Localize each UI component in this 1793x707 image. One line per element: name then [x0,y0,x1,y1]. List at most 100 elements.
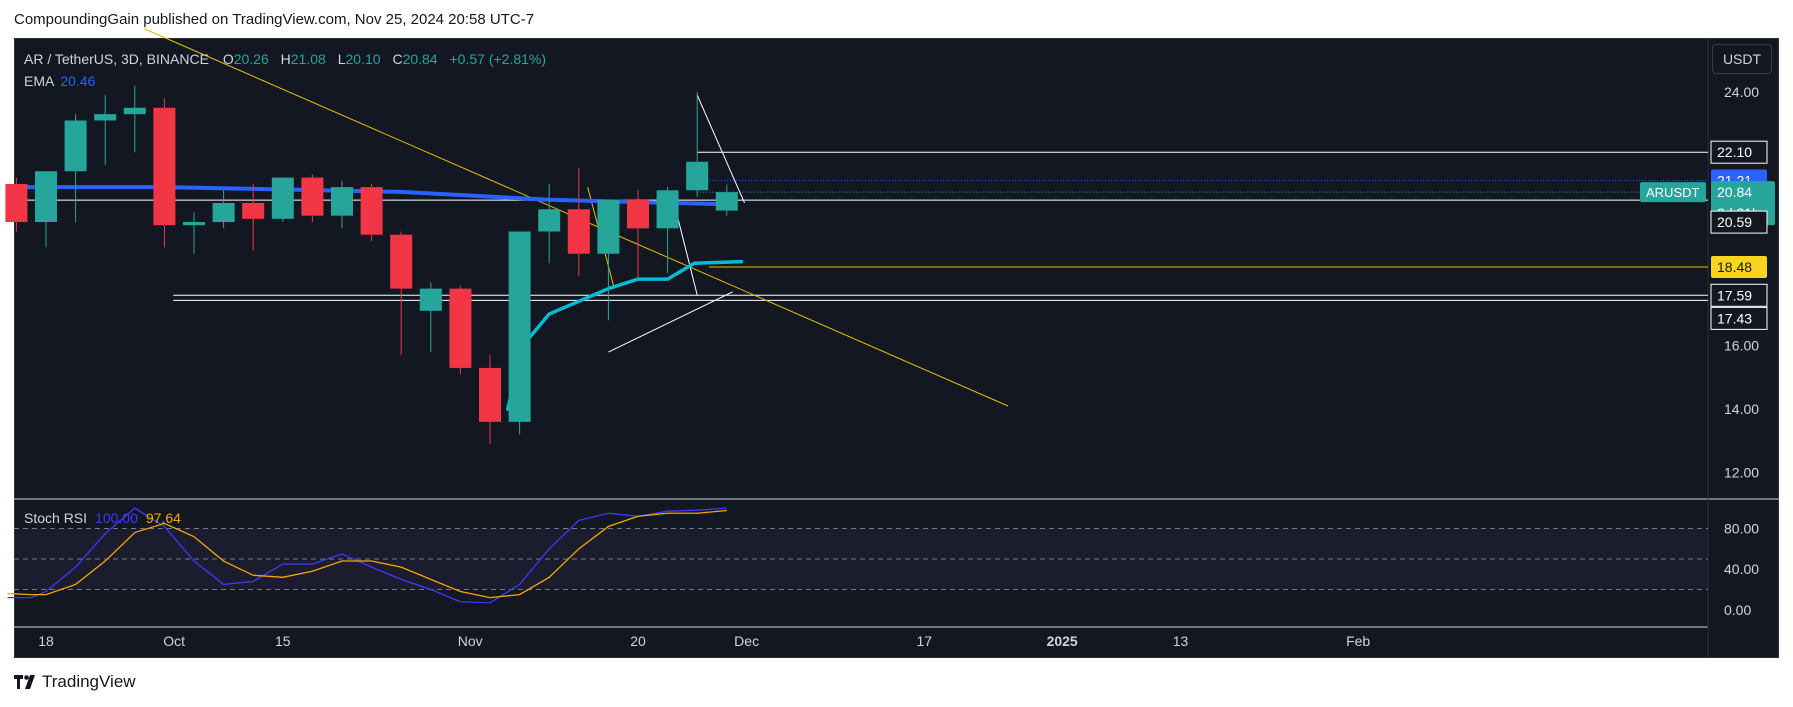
currency-button[interactable]: USDT [1712,44,1772,74]
time-tick-label: 15 [275,633,291,649]
grid-layer [14,38,1779,658]
price-label-2210-border [1710,140,1768,164]
price-label-1759-border [1710,283,1768,307]
footer-brand[interactable]: TradingView [14,672,136,692]
candle [597,199,620,321]
price-label-2059: 20.59 [1711,211,1767,234]
candle-body [715,192,738,211]
price-label-1759-text: 17.59 [1717,287,1752,303]
time-tick-label: 13 [1173,633,1189,649]
candle-body [153,107,176,226]
time-tick-label: Feb [1346,633,1370,649]
candle [35,171,57,248]
chart-frame[interactable] [14,38,1779,658]
publish-header: CompoundingGain published on TradingView… [14,11,535,28]
candle-body [271,177,294,219]
candle-body [5,183,28,222]
time-tick-label: 20 [630,633,646,649]
candle [123,85,146,153]
last-price-text: 20.84 [1717,184,1752,200]
candle [715,184,738,216]
price-tick-label: 16.00 [1724,338,1759,354]
open-value: 20.26 [233,51,269,67]
price-label-2210-text: 22.10 [1717,144,1752,160]
candle [183,212,205,254]
candle [242,183,265,251]
trendline [696,94,746,204]
rsi-d-value: 97.64 [145,510,181,526]
change-value: +0.57 (+2.81%) [449,51,547,67]
candle-body [331,187,353,216]
candle-body [212,202,235,222]
candle-body [479,367,501,422]
price-label-2059-bg [1711,211,1767,234]
ema-value: 20.46 [60,73,96,89]
time-tick-label: 2025 [1047,633,1078,649]
time-tick-label: Nov [458,633,483,649]
price-tick-label: 14.00 [1724,401,1759,417]
price-label-1743-text: 17.43 [1717,310,1752,326]
candle [331,180,353,229]
candle [567,168,590,276]
price-label-1743-border [1710,306,1768,330]
price-label-1743-bg [1711,307,1767,330]
candle [538,183,561,264]
candle-body [183,222,205,226]
candle-body [538,209,561,232]
price-label-2210-bg [1711,141,1767,164]
candle [94,95,117,165]
footer-brand-label: TradingView [42,672,136,691]
candle-body [567,209,590,254]
candle [627,190,649,280]
tradingview-logo-icon [14,675,35,689]
candle [419,282,442,353]
candle-body [508,231,531,422]
ema-label[interactable]: EMA [24,73,55,89]
time-tick-label: Dec [734,633,759,649]
candle-body [301,177,324,216]
rsi-label[interactable]: Stoch RSI [24,510,88,526]
candle [153,98,176,248]
price-label-1848-text: 18.48 [1717,259,1752,275]
price-label-1759-bg [1711,284,1767,307]
close-label: C [392,51,403,67]
candle [64,114,87,222]
rsi-legend: Stoch RSI 100.00 97.64 [24,510,181,526]
candle-body [627,199,649,229]
rsi-tick-label: 0.00 [1724,602,1751,618]
low-label: L [337,51,346,67]
candle [656,187,679,273]
high-value: 21.08 [290,51,326,67]
candle-body [390,234,413,289]
cyan-indicator-line [506,259,744,411]
symbol-tag-text: ARUSDT [1646,185,1700,200]
candles-layer [5,85,738,445]
rsi-series-d [7,509,727,599]
price-label-1743: 17.43 [1711,307,1767,330]
trendline [608,291,733,353]
price-label-2210: 22.10 [1711,141,1767,164]
price-label-2059-border [1710,210,1768,234]
candle [301,174,324,222]
price-label-1848: 18.48 [1711,256,1767,279]
rsi-tick-label: 40.00 [1724,561,1759,577]
symbol-title[interactable]: AR / TetherUS, 3D, BINANCE [24,51,209,67]
candle-body [94,114,117,121]
candle-body [686,161,709,191]
open-label: O [222,51,234,67]
low-value: 20.10 [345,51,381,67]
high-label: H [280,51,291,67]
rsi-layer [7,507,1708,604]
close-value: 20.84 [402,51,438,67]
price-label-2059-text: 20.59 [1717,214,1752,230]
price-tick-label: 24.00 [1724,84,1759,100]
price-label-1848-bg [1711,256,1767,279]
candle [449,285,472,375]
candle [360,183,383,242]
time-tick-label: 18 [38,633,54,649]
candle-body [64,120,87,172]
rsi-tick-label: 80.00 [1724,520,1759,536]
candle-body [449,288,472,368]
